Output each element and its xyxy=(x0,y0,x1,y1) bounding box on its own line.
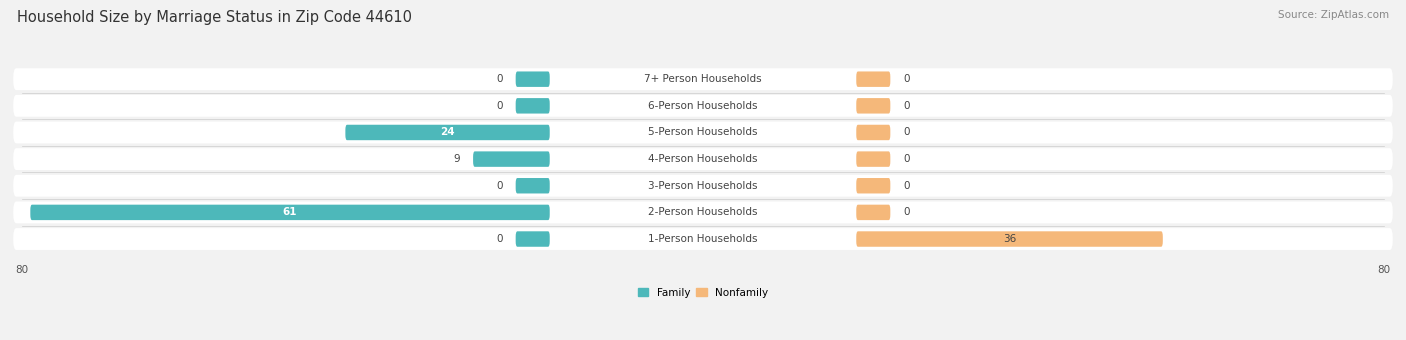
FancyBboxPatch shape xyxy=(856,98,890,114)
Legend: Family, Nonfamily: Family, Nonfamily xyxy=(638,288,768,298)
FancyBboxPatch shape xyxy=(856,151,890,167)
FancyBboxPatch shape xyxy=(516,71,550,87)
Text: 0: 0 xyxy=(496,234,503,244)
Text: 4-Person Households: 4-Person Households xyxy=(648,154,758,164)
Text: 0: 0 xyxy=(903,101,910,111)
Text: 61: 61 xyxy=(283,207,297,217)
Text: 3-Person Households: 3-Person Households xyxy=(648,181,758,191)
FancyBboxPatch shape xyxy=(856,125,890,140)
FancyBboxPatch shape xyxy=(13,228,1393,250)
Text: 0: 0 xyxy=(903,154,910,164)
FancyBboxPatch shape xyxy=(856,178,890,193)
FancyBboxPatch shape xyxy=(856,71,890,87)
FancyBboxPatch shape xyxy=(13,148,1393,170)
Text: 0: 0 xyxy=(496,101,503,111)
FancyBboxPatch shape xyxy=(856,231,1163,247)
Text: 2-Person Households: 2-Person Households xyxy=(648,207,758,217)
FancyBboxPatch shape xyxy=(554,70,852,88)
FancyBboxPatch shape xyxy=(554,204,852,221)
FancyBboxPatch shape xyxy=(516,98,550,114)
FancyBboxPatch shape xyxy=(856,205,890,220)
Text: 24: 24 xyxy=(440,128,456,137)
Text: 0: 0 xyxy=(903,207,910,217)
FancyBboxPatch shape xyxy=(13,68,1393,90)
FancyBboxPatch shape xyxy=(554,124,852,141)
FancyBboxPatch shape xyxy=(13,121,1393,143)
Text: 9: 9 xyxy=(454,154,460,164)
FancyBboxPatch shape xyxy=(554,177,852,194)
FancyBboxPatch shape xyxy=(516,231,550,247)
FancyBboxPatch shape xyxy=(554,97,852,115)
FancyBboxPatch shape xyxy=(13,202,1393,223)
Text: 7+ Person Households: 7+ Person Households xyxy=(644,74,762,84)
Text: 1-Person Households: 1-Person Households xyxy=(648,234,758,244)
FancyBboxPatch shape xyxy=(516,178,550,193)
Text: Source: ZipAtlas.com: Source: ZipAtlas.com xyxy=(1278,10,1389,20)
Text: 0: 0 xyxy=(903,74,910,84)
Text: 0: 0 xyxy=(903,128,910,137)
Text: 0: 0 xyxy=(496,181,503,191)
FancyBboxPatch shape xyxy=(31,205,550,220)
Text: Household Size by Marriage Status in Zip Code 44610: Household Size by Marriage Status in Zip… xyxy=(17,10,412,25)
Text: 0: 0 xyxy=(903,181,910,191)
FancyBboxPatch shape xyxy=(472,151,550,167)
Text: 36: 36 xyxy=(1002,234,1017,244)
FancyBboxPatch shape xyxy=(346,125,550,140)
FancyBboxPatch shape xyxy=(13,175,1393,197)
Text: 5-Person Households: 5-Person Households xyxy=(648,128,758,137)
FancyBboxPatch shape xyxy=(13,95,1393,117)
Text: 0: 0 xyxy=(496,74,503,84)
Text: 6-Person Households: 6-Person Households xyxy=(648,101,758,111)
FancyBboxPatch shape xyxy=(554,150,852,168)
FancyBboxPatch shape xyxy=(554,230,852,248)
